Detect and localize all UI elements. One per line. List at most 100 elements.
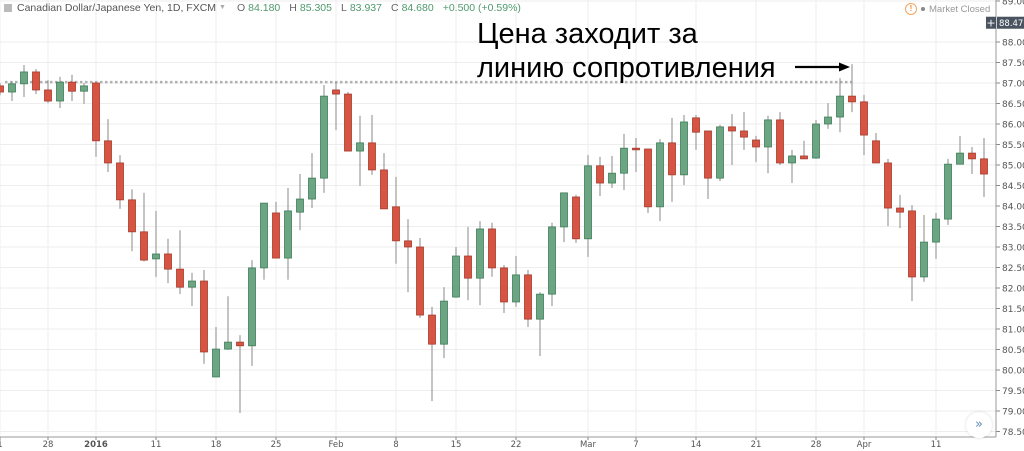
candle [632, 137, 640, 172]
candle-body-down [380, 169, 388, 210]
candle-body-up [932, 218, 940, 243]
candle-body-up [452, 255, 460, 298]
candle-body-up [8, 83, 16, 93]
y-tick-label: 79.000 [1002, 408, 1024, 418]
candle-body-down [692, 117, 700, 133]
candle [236, 335, 244, 414]
x-tick-label: 15 [451, 440, 462, 450]
candle-body-down [908, 210, 916, 278]
plus-icon: + [986, 17, 995, 30]
candle-body-down [116, 162, 124, 201]
high-label: H [289, 2, 297, 14]
candle [752, 135, 760, 163]
candle [776, 112, 784, 165]
candle [728, 114, 736, 165]
candle-body-up [944, 163, 952, 220]
y-tick-label: 87.500 [1002, 59, 1024, 69]
candle-body-down [140, 231, 148, 261]
candle-body-down [200, 280, 208, 353]
candle [320, 85, 328, 193]
candle-body-down [344, 93, 352, 152]
candle [200, 269, 208, 364]
candle-body-up [212, 348, 220, 378]
candle [344, 92, 352, 152]
x-tick-label: 28 [811, 440, 822, 450]
chart-legend: Canadian Dollar/Japanese Yen, 1D, FXCM ▼… [4, 2, 527, 14]
candle [296, 174, 304, 231]
candle-body-down [632, 147, 640, 151]
candle-body-up [956, 152, 964, 165]
candle [308, 153, 316, 209]
symbol-title[interactable]: Canadian Dollar/Japanese Yen, 1D, FXCM [17, 2, 217, 14]
candle [788, 149, 796, 184]
candle-body-down [128, 199, 136, 233]
chevron-down-icon[interactable]: ▼ [219, 4, 226, 11]
candle [824, 103, 832, 129]
candle [524, 269, 532, 327]
x-tick-label: Feb [328, 440, 343, 450]
candle-body-up [320, 95, 328, 179]
candle [392, 176, 400, 264]
candle [584, 155, 592, 257]
y-tick-label: 85.500 [1002, 141, 1024, 151]
candle-body-up [224, 341, 232, 350]
candle-body-up [764, 119, 772, 148]
candle [416, 237, 424, 318]
candle [212, 326, 220, 378]
candle-body-down [368, 142, 376, 171]
candle-body-up [920, 241, 928, 278]
candle-body-up [548, 226, 556, 295]
candle [896, 194, 904, 229]
y-tick-label: 82.500 [1002, 264, 1024, 274]
candle-body-down [32, 71, 40, 91]
candle [536, 292, 544, 357]
candle [56, 76, 64, 109]
y-tick-label: 85.000 [1002, 162, 1024, 172]
candle-body-up [476, 228, 484, 279]
candle-body-down [740, 130, 748, 138]
scroll-to-realtime-button[interactable]: » [966, 412, 992, 438]
y-tick-label: 88.000 [1002, 39, 1024, 49]
symbol-square-icon [4, 4, 12, 12]
candle-body-up [584, 165, 592, 240]
x-tick-label: 18 [211, 440, 222, 450]
last-price-label: 88.470 [999, 19, 1024, 29]
x-tick-label: 14 [691, 440, 702, 450]
candle [908, 205, 916, 302]
candle [932, 212, 940, 259]
info-circle-icon[interactable]: ! [905, 3, 917, 15]
candle [512, 256, 520, 307]
candle [656, 139, 664, 222]
candle-body-down [488, 228, 496, 269]
last-price-badge [997, 16, 1024, 29]
x-tick-label: 8 [393, 440, 398, 450]
x-tick-label: 22 [511, 440, 522, 450]
candle-body-down [500, 267, 508, 303]
candle-body-down [44, 89, 52, 102]
candle [92, 82, 100, 157]
candle [956, 135, 964, 165]
candle-body-down [0, 85, 4, 93]
high-value: 85.305 [299, 2, 332, 14]
x-tick-label: 11 [931, 440, 942, 450]
candle-body-down [980, 158, 988, 175]
y-tick-label: 81.500 [1002, 305, 1024, 315]
candle [548, 222, 556, 307]
candle-body-down [236, 341, 244, 347]
y-tick-label: 84.000 [1002, 203, 1024, 213]
candle [260, 202, 268, 280]
market-status: ! Market Closed [905, 3, 990, 15]
candle-body-up [512, 274, 520, 303]
candle [704, 130, 712, 200]
candle [980, 137, 988, 197]
candle-body-down [776, 119, 784, 164]
candle-body-down [872, 140, 880, 164]
candle-body-up [836, 95, 844, 118]
candle [800, 140, 808, 160]
candle-body-up [260, 202, 268, 269]
x-tick-label: 25 [271, 440, 282, 450]
candle [32, 69, 40, 95]
candle [428, 306, 436, 402]
candle-body-up [308, 177, 316, 200]
